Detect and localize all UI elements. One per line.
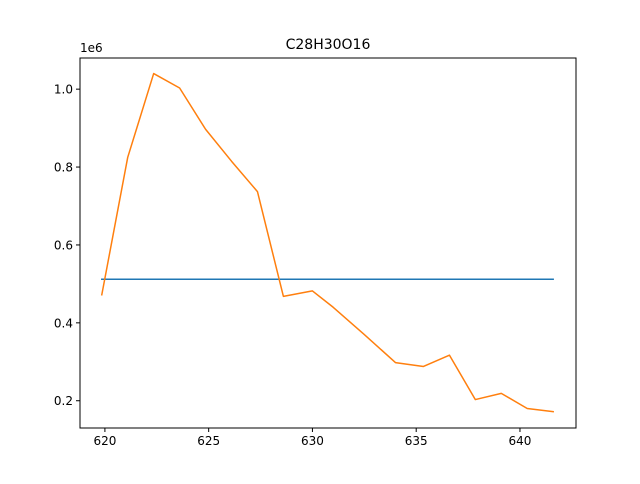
- y-axis-offset-label: 1e6: [80, 41, 103, 55]
- x-tick-label: 625: [197, 434, 220, 448]
- x-tick-label: 630: [301, 434, 324, 448]
- chart-title: C28H30O16: [286, 37, 371, 53]
- axes-layer: 620 625 630 635 640 0.2 0.4 0.6 0.8 1.0: [54, 83, 532, 448]
- series-layer: [100, 72, 555, 413]
- y-tick-label: 1.0: [54, 83, 73, 97]
- x-tick-label: 640: [509, 434, 532, 448]
- x-tick-label: 620: [93, 434, 116, 448]
- y-tick-label: 0.4: [54, 316, 73, 330]
- y-tick-label: 0.2: [54, 394, 73, 408]
- x-tick-label: 635: [405, 434, 428, 448]
- y-tick-label: 0.6: [54, 238, 73, 252]
- plot-frame: [79, 57, 577, 429]
- series-line-2: [100, 72, 555, 413]
- y-tick-label: 0.8: [54, 161, 73, 175]
